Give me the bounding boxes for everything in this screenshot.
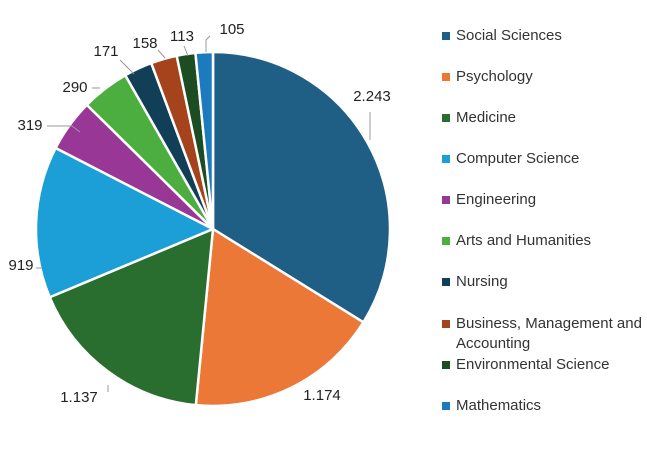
legend-swatch (442, 278, 450, 286)
legend-item: Environmental Science (442, 355, 646, 375)
legend-item: Mathematics (442, 396, 646, 416)
legend-label: Environmental Science (456, 356, 610, 373)
legend-item: Nursing (442, 272, 646, 292)
data-label: 290 (62, 79, 87, 96)
legend-swatch (442, 196, 450, 204)
legend-item: Computer Science (442, 149, 646, 169)
legend-label: Nursing (456, 273, 508, 290)
legend-label: Arts and Humanities (456, 232, 592, 249)
legend-label: Social Sciences (456, 27, 562, 44)
data-label: 1.174 (303, 387, 341, 404)
data-labels: 2.243 1.174 1.137 919 319 290 171 158 113 105 (8, 21, 390, 406)
legend-item: Medicine (442, 108, 646, 128)
legend-swatch (442, 237, 450, 245)
legend-item: Arts and Humanities (442, 231, 646, 251)
data-label: 319 (17, 117, 42, 134)
legend-item: Social Sciences (442, 26, 646, 46)
data-label: 171 (93, 43, 118, 60)
legend-label: Engineering (456, 191, 537, 208)
legend-swatch (442, 32, 450, 40)
legend-label: Psychology (456, 68, 533, 85)
pie-slices (34, 50, 392, 408)
leader-line (205, 35, 211, 52)
data-label: 2.243 (353, 88, 391, 105)
leader-line (157, 49, 166, 59)
leader-lines (36, 35, 371, 392)
legend-item: Engineering (442, 190, 646, 210)
pie-chart: 2.243 1.174 1.137 919 319 290 171 158 113 105 (8, 21, 392, 408)
data-label: 1.137 (60, 389, 98, 406)
pie-slice-computer-science (34, 146, 215, 299)
legend-swatch (442, 155, 450, 163)
legend-item: Business, Management and Accounting (442, 314, 646, 354)
pie-slice-medicine (48, 227, 215, 407)
legend-label: Medicine (456, 109, 517, 126)
legend-swatch (442, 114, 450, 122)
data-label: 113 (170, 28, 194, 45)
legend-swatch (442, 73, 450, 81)
data-label: 105 (219, 21, 244, 38)
legend-item: Psychology (442, 67, 646, 87)
legend-label: Mathematics (456, 397, 542, 414)
pie-slice-mathematics (194, 50, 215, 231)
leader-line (47, 125, 81, 133)
legend-label: Business, Management and Accounting (456, 315, 642, 352)
legend-swatch (442, 361, 450, 369)
data-label: 158 (132, 35, 157, 52)
leader-line (119, 59, 135, 75)
data-label: 919 (8, 257, 33, 274)
legend-swatch (442, 320, 450, 328)
pie-slice-psychology (194, 227, 365, 408)
pie-slice-social-sciences (211, 50, 392, 324)
legend-swatch (442, 402, 450, 410)
legend-label: Computer Science (456, 150, 580, 167)
leader-line (183, 45, 189, 57)
